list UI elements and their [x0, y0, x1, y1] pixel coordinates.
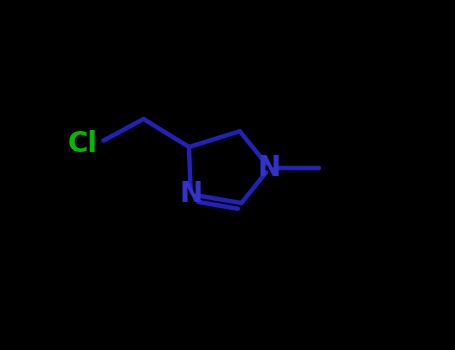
Text: N: N [258, 154, 281, 182]
Text: N: N [179, 180, 202, 208]
Text: Cl: Cl [68, 130, 98, 158]
